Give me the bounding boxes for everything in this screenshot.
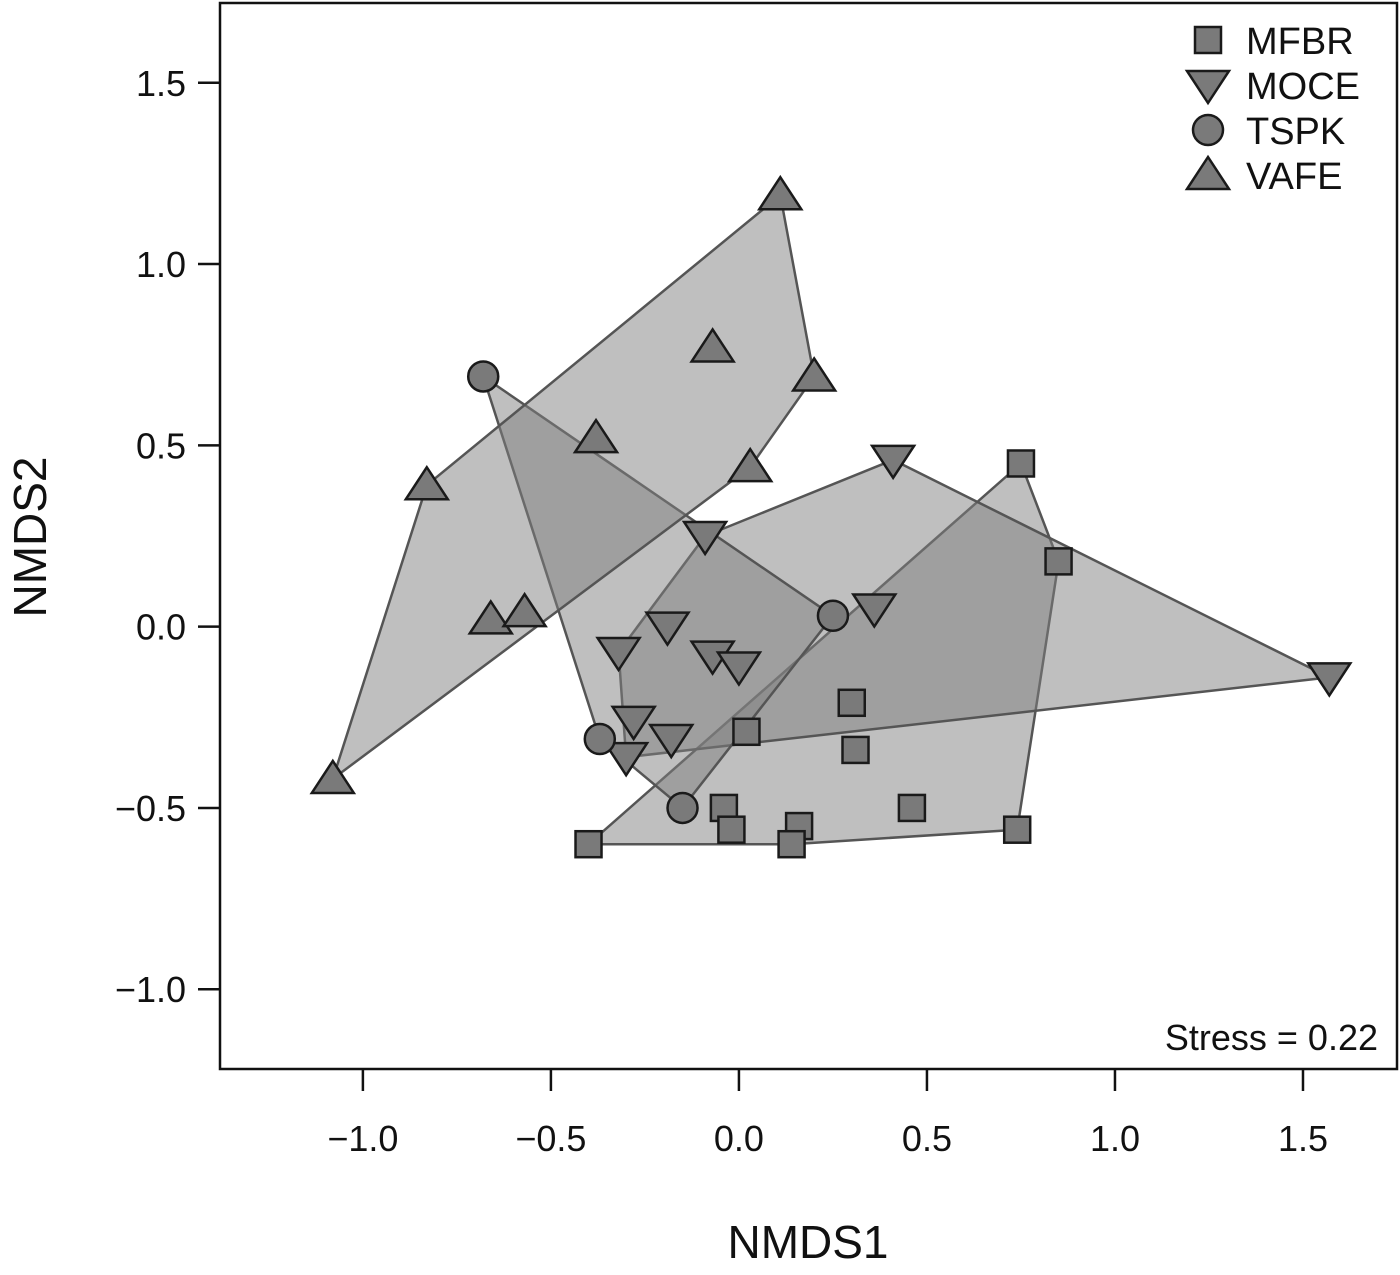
x-axis-title: NMDS1 xyxy=(727,1216,888,1268)
point-moce xyxy=(644,611,691,647)
hull-layer xyxy=(331,193,1331,846)
point-tspk xyxy=(666,791,699,825)
x-tick-label: −0.5 xyxy=(515,1118,586,1159)
point-moce xyxy=(610,705,657,742)
point-mfbr xyxy=(777,829,806,859)
point-vafe xyxy=(467,599,515,635)
point-moce xyxy=(602,741,650,778)
legend-label-tspk: TSPK xyxy=(1246,111,1345,153)
legend-marker-vafe xyxy=(1184,154,1232,191)
point-vafe xyxy=(572,417,620,454)
point-tspk xyxy=(816,599,850,633)
legend-label-moce: MOCE xyxy=(1246,66,1360,108)
point-vafe xyxy=(756,174,804,211)
point-moce xyxy=(647,723,695,760)
point-tspk xyxy=(466,360,500,393)
point-moce xyxy=(869,444,917,481)
point-vafe xyxy=(726,446,774,483)
legend-item-vafe: VAFE xyxy=(1184,154,1342,198)
x-tick-label: −1.0 xyxy=(327,1118,398,1159)
point-mfbr xyxy=(1044,547,1073,576)
legend-item-tspk: TSPK xyxy=(1191,111,1345,153)
y-tick-label: 1.5 xyxy=(136,63,186,104)
stress-annotation: Stress = 0.22 xyxy=(1165,1017,1378,1058)
point-vafe xyxy=(689,327,736,363)
point-mfbr xyxy=(837,688,866,718)
point-mfbr xyxy=(1006,449,1036,478)
y-tick-label: −0.5 xyxy=(115,788,186,829)
y-tick-label: 1.0 xyxy=(136,244,186,285)
y-tick-label: 0.5 xyxy=(136,425,186,466)
legend-label-vafe: VAFE xyxy=(1246,156,1342,198)
point-vafe xyxy=(790,356,838,392)
y-axis-title: NMDS2 xyxy=(4,456,56,617)
point-mfbr xyxy=(574,829,603,859)
point-layer xyxy=(309,174,1353,859)
legend-item-moce: MOCE xyxy=(1184,66,1360,108)
x-tick-label: 1.0 xyxy=(1090,1118,1140,1159)
plot-frame xyxy=(218,1,1399,1071)
x-tick-label: 0.5 xyxy=(902,1118,952,1159)
point-moce xyxy=(715,651,763,687)
point-mfbr xyxy=(897,793,927,823)
y-tick-label: 0.0 xyxy=(136,607,186,648)
point-moce xyxy=(681,520,729,557)
x-tick-label: 0.0 xyxy=(714,1118,764,1159)
hull-vafe xyxy=(331,193,816,781)
point-vafe xyxy=(501,591,548,628)
y-tick-label: −1.0 xyxy=(115,969,186,1010)
legend-marker-mfbr xyxy=(1193,25,1223,55)
point-mfbr xyxy=(732,717,761,747)
point-moce xyxy=(1305,662,1353,698)
point-mfbr xyxy=(1002,815,1032,844)
legend-item-mfbr: MFBR xyxy=(1193,21,1354,63)
point-mfbr xyxy=(841,735,870,765)
axis-layer: −1.0 −0.5 0.0 0.5 1.0 1.5 −1.0 −0.5 0.0 0.5 1.0 1.5 xyxy=(115,63,1328,1159)
point-moce xyxy=(595,636,642,673)
point-moce xyxy=(850,593,898,629)
x-tick-label: 1.5 xyxy=(1278,1118,1328,1159)
legend-marker-moce xyxy=(1184,69,1232,106)
legend-label-mfbr: MFBR xyxy=(1246,21,1354,63)
point-tspk xyxy=(583,722,617,756)
point-mfbr xyxy=(717,815,746,844)
point-vafe xyxy=(309,758,357,795)
point-vafe xyxy=(403,464,451,501)
legend-marker-tspk xyxy=(1191,113,1225,147)
